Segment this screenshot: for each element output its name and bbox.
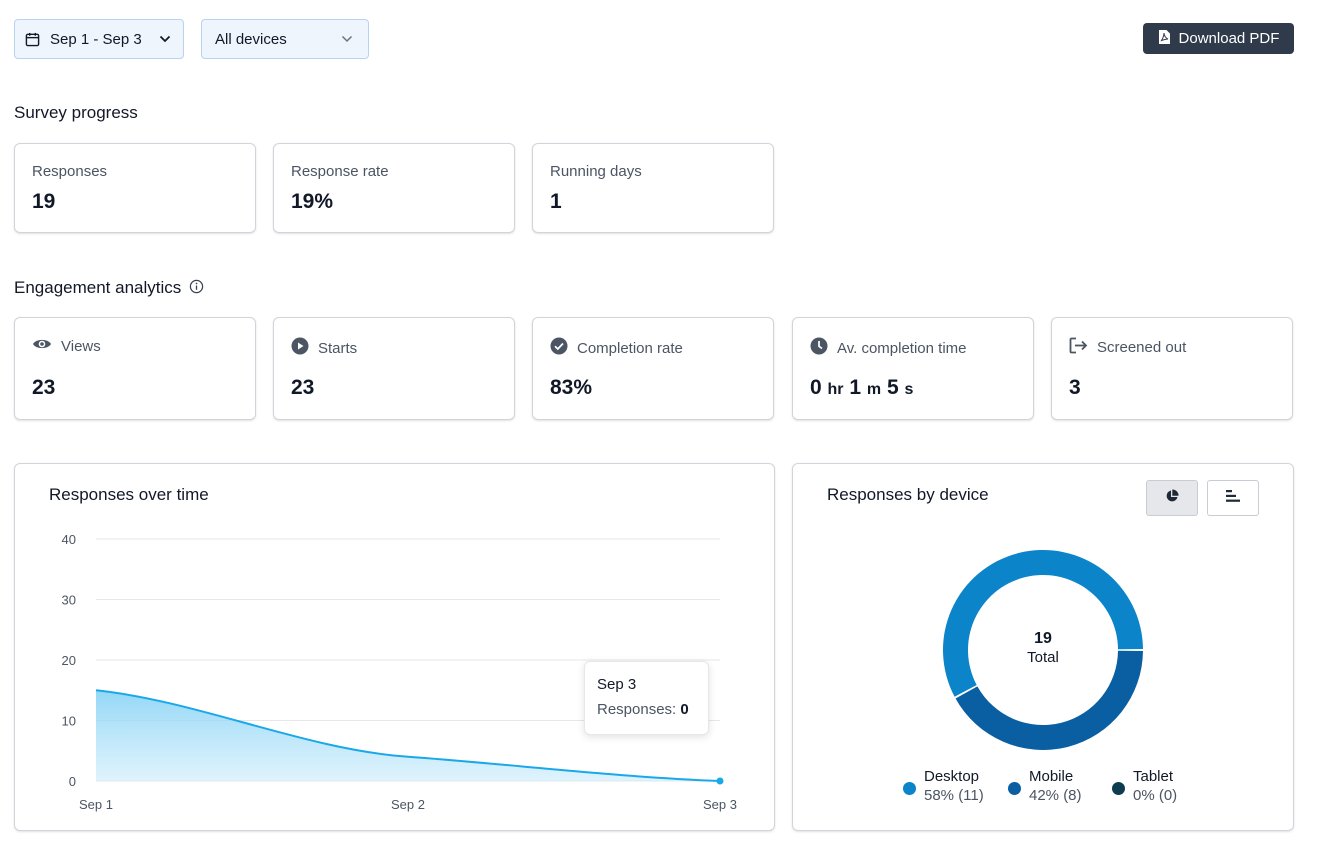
calendar-icon	[25, 32, 40, 47]
total-value: 19	[1034, 630, 1052, 647]
legend-name: Desktop	[924, 768, 980, 785]
pie-view-toggle[interactable]	[1146, 480, 1198, 516]
download-pdf-button[interactable]: Download PDF	[1143, 23, 1294, 54]
y-tick-label: 30	[62, 593, 76, 608]
series-line	[95, 689, 721, 782]
chevron-down-icon	[341, 35, 353, 43]
data-point[interactable]	[716, 777, 724, 785]
date-range-select[interactable]: Sep 1 - Sep 3	[14, 19, 184, 59]
tooltip-date: Sep 3	[597, 676, 637, 693]
legend-name: Tablet	[1133, 768, 1174, 785]
bar-view-toggle[interactable]	[1207, 480, 1259, 516]
card-value: 83%	[550, 376, 593, 399]
device-label: All devices	[215, 30, 287, 48]
card-value: 23	[32, 376, 56, 399]
card-value: 0 hr 1 m 5 s	[810, 376, 913, 400]
chart-tooltip: Sep 3 Responses: 0	[584, 661, 709, 735]
card-value: 19	[32, 190, 56, 213]
legend-item-tablet: Tablet 0% (0)	[1112, 768, 1177, 804]
card-label: Responses	[32, 163, 108, 180]
card-label: Starts	[318, 339, 358, 357]
views-card: Views 23	[14, 317, 256, 420]
completion-rate-card: Completion rate 83%	[532, 317, 774, 420]
card-label: Completion rate	[577, 339, 683, 357]
card-label: Av. completion time	[837, 339, 967, 357]
y-tick-label: 10	[62, 714, 76, 729]
screened-out-card: Screened out 3	[1051, 317, 1293, 420]
tooltip-value: 0	[680, 701, 689, 718]
pie-chart-icon	[1165, 488, 1179, 508]
card-label: Response rate	[291, 163, 389, 180]
hours-value: 0	[810, 376, 822, 399]
chart-title: Responses over time	[49, 485, 209, 504]
x-tick-label: Sep 2	[391, 797, 425, 812]
legend-value: 42% (8)	[1029, 787, 1082, 804]
y-tick-label: 40	[62, 532, 76, 547]
donut-slice-mobile[interactable]	[955, 650, 1143, 751]
y-tick-label: 20	[62, 653, 76, 668]
running-days-card: Running days 1	[532, 143, 774, 233]
legend-dot	[1008, 782, 1021, 795]
legend-name: Mobile	[1029, 768, 1074, 785]
exit-icon	[1069, 337, 1088, 358]
legend-dot	[1112, 782, 1125, 795]
minutes-unit: m	[866, 381, 882, 398]
responses-card: Responses 19	[14, 143, 256, 233]
legend-dot	[903, 782, 916, 795]
hours-unit: hr	[827, 381, 844, 398]
y-tick-label: 0	[69, 774, 76, 789]
minutes-value: 1	[849, 376, 862, 399]
seconds-value: 5	[886, 376, 899, 399]
survey-progress-heading: Survey progress	[14, 103, 138, 123]
responses-by-device-card: Responses by device	[792, 463, 1294, 831]
avg-completion-time-card: Av. completion time 0 hr 1 m 5 s	[792, 317, 1034, 420]
engagement-analytics-heading: Engagement analytics	[14, 278, 204, 298]
card-label: Running days	[550, 163, 642, 180]
legend-item-desktop: Desktop 58% (11)	[903, 768, 984, 804]
pdf-file-icon	[1158, 29, 1171, 49]
card-label: Screened out	[1097, 339, 1187, 356]
x-tick-label: Sep 3	[703, 797, 737, 812]
legend-value: 58% (11)	[924, 787, 984, 804]
card-value: 1	[550, 190, 562, 213]
bar-chart-icon	[1226, 489, 1240, 507]
legend-item-mobile: Mobile 42% (8)	[1008, 768, 1082, 804]
card-value: 23	[291, 376, 315, 399]
donut-slice-desktop[interactable]	[942, 549, 1143, 697]
device-select[interactable]: All devices	[201, 19, 369, 59]
eye-icon	[32, 337, 52, 355]
chevron-down-icon	[159, 35, 171, 43]
seconds-unit: s	[904, 381, 914, 398]
play-icon	[291, 337, 309, 359]
card-label: Views	[61, 337, 101, 355]
card-value: 19%	[291, 190, 334, 213]
starts-card: Starts 23	[273, 317, 515, 420]
card-value: 3	[1069, 376, 1081, 399]
date-range-label: Sep 1 - Sep 3	[50, 30, 142, 48]
info-icon[interactable]	[189, 279, 204, 294]
x-tick-label: Sep 1	[79, 797, 113, 812]
area-fill	[96, 690, 720, 781]
tooltip-label: Responses:	[597, 701, 677, 718]
legend-value: 0% (0)	[1133, 787, 1178, 804]
check-circle-icon	[550, 337, 568, 359]
chart-title: Responses by device	[827, 485, 989, 504]
donut-center: 19 Total	[993, 630, 1093, 666]
download-pdf-label: Download PDF	[1178, 30, 1280, 47]
clock-icon	[810, 337, 828, 359]
response-rate-card: Response rate 19%	[273, 143, 515, 233]
total-label: Total	[1027, 649, 1059, 666]
section-title: Engagement analytics	[14, 278, 182, 297]
section-title: Survey progress	[14, 103, 138, 122]
